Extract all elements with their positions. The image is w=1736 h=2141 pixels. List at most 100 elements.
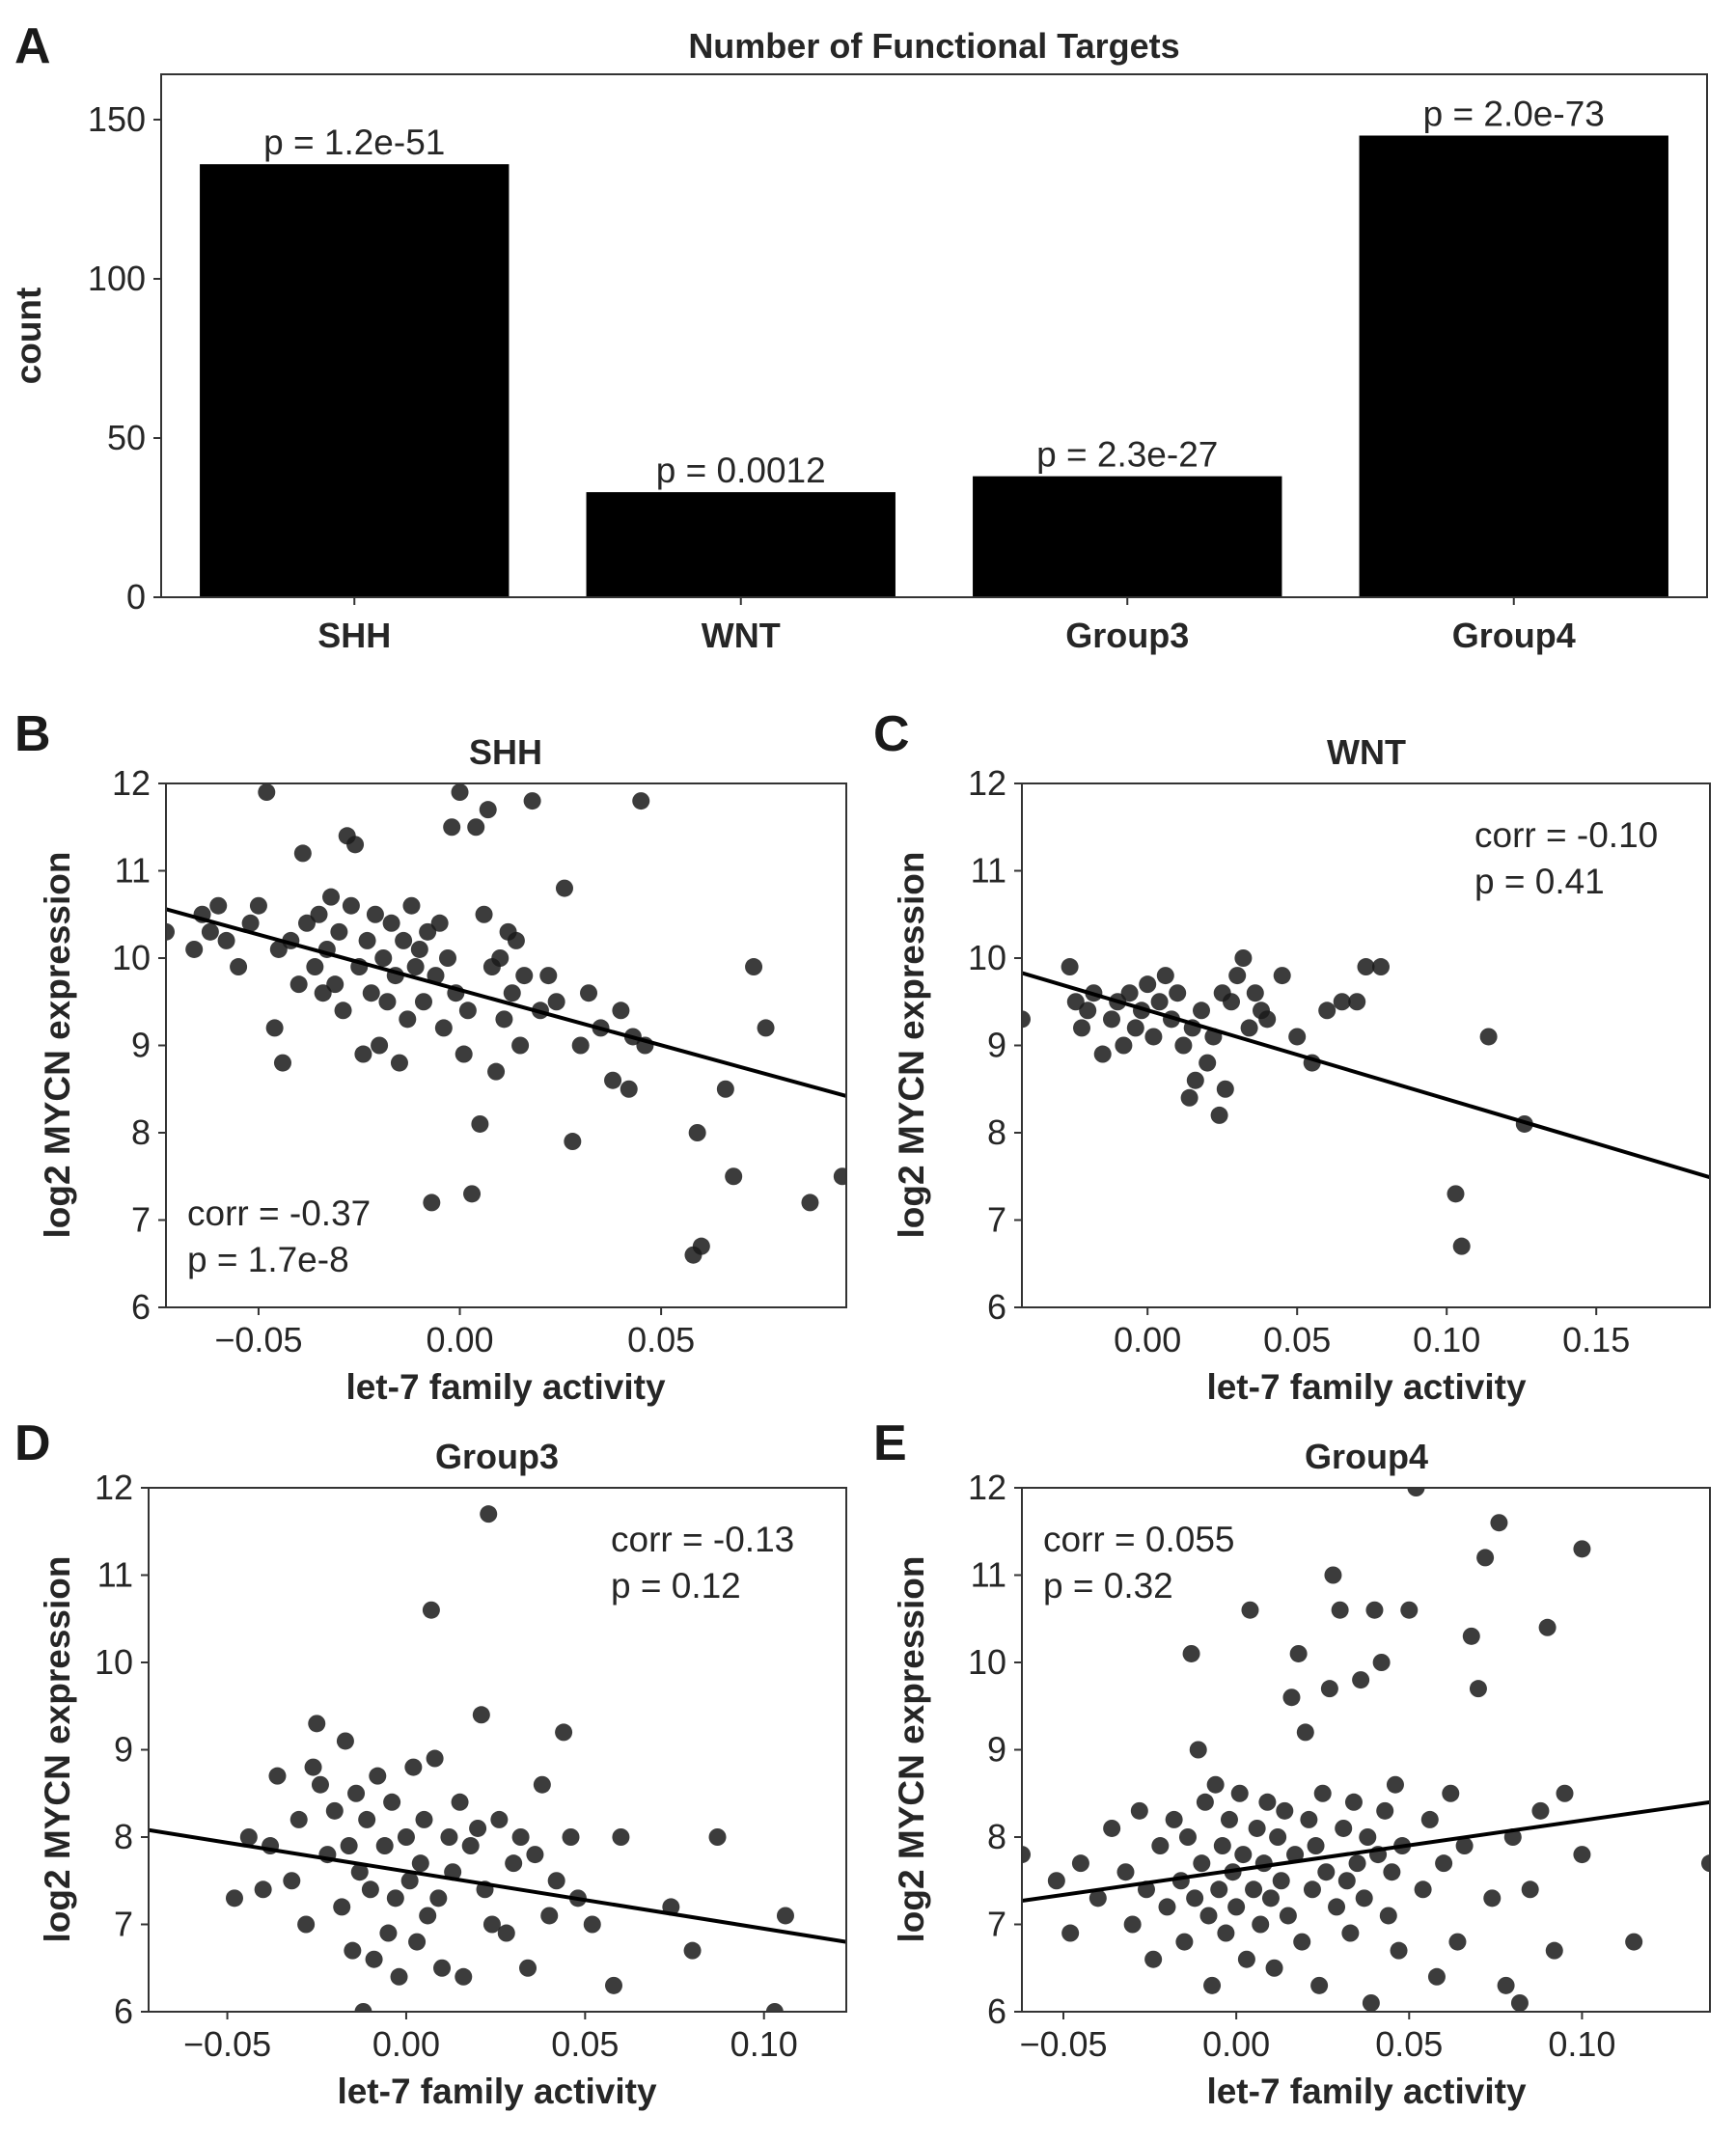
- data-point: [1348, 993, 1366, 1011]
- data-point: [1383, 1863, 1401, 1881]
- x-tick-label: 0.05: [1375, 2024, 1443, 2064]
- data-point: [1120, 984, 1139, 1002]
- data-point: [423, 1194, 441, 1212]
- data-point: [1372, 1654, 1391, 1671]
- panel-letter: E: [873, 1415, 907, 1471]
- data-point: [620, 1080, 638, 1098]
- panel-e: E Group4 log2 MYCN expression let-7 family …: [873, 1415, 1711, 2111]
- data-point: [533, 1775, 551, 1794]
- y-tick-label: 8: [131, 1112, 151, 1152]
- data-point: [217, 931, 235, 949]
- data-point: [1186, 1889, 1204, 1908]
- data-point: [382, 914, 400, 932]
- x-tick-label: 0.10: [730, 2024, 798, 2064]
- data-point: [1144, 1028, 1163, 1046]
- y-axis-label: log2 MYCN expression: [892, 1556, 931, 1943]
- data-point: [1479, 1028, 1498, 1046]
- data-point: [1359, 1828, 1377, 1846]
- data-point: [239, 1828, 258, 1846]
- chart-title: Number of Functional Targets: [688, 26, 1179, 66]
- data-point: [361, 1880, 379, 1899]
- data-point: [386, 1889, 404, 1908]
- x-tick-label: −0.05: [214, 1320, 302, 1359]
- data-point: [555, 1723, 573, 1742]
- y-tick-label: 6: [987, 1991, 1006, 2031]
- data-point: [342, 896, 360, 915]
- data-point: [166, 922, 175, 941]
- data-point: [362, 984, 380, 1002]
- data-point: [1217, 1924, 1235, 1942]
- data-point: [1115, 1036, 1133, 1055]
- x-tick-label: 0.00: [1114, 1320, 1181, 1359]
- data-point: [293, 844, 312, 863]
- data-point: [1227, 1898, 1246, 1916]
- data-point: [419, 1907, 437, 1925]
- data-point: [241, 914, 260, 932]
- data-point: [269, 940, 288, 958]
- data-point: [1447, 1185, 1465, 1203]
- data-point: [1286, 1846, 1305, 1864]
- plot-frame: [1021, 782, 1711, 1308]
- x-tick-label: 0.15: [1562, 1320, 1630, 1359]
- data-point: [688, 1124, 706, 1141]
- data-point: [314, 984, 332, 1002]
- data-point: [322, 888, 341, 906]
- data-point: [426, 1749, 444, 1768]
- chart-title: Group4: [1305, 1437, 1428, 1476]
- y-tick-label: 11: [971, 851, 1006, 891]
- data-point: [455, 1967, 473, 1986]
- data-point: [463, 1185, 482, 1203]
- data-point: [1210, 1106, 1228, 1124]
- panel-a: A Number of Functional Targets count p = 1.…: [9, 18, 1708, 655]
- plot-frame: [148, 1487, 847, 2013]
- data-point: [458, 1002, 477, 1020]
- data-point: [1320, 1680, 1338, 1698]
- regression-line: [149, 1827, 846, 1944]
- data-point: [1196, 1793, 1214, 1811]
- x-tick-label: Group3: [1065, 616, 1189, 655]
- data-point: [1333, 993, 1351, 1011]
- x-tick-label: WNT: [702, 616, 781, 655]
- data-point: [461, 1837, 480, 1855]
- panel-b: B SHH log2 MYCN expression let-7 family act…: [14, 706, 847, 1407]
- data-point: [1365, 1601, 1384, 1619]
- data-point: [1272, 1872, 1290, 1890]
- data-point: [298, 914, 317, 932]
- data-point: [519, 1959, 537, 1977]
- data-point: [308, 1715, 326, 1733]
- data-point: [258, 783, 276, 802]
- bar-group4: [1359, 135, 1668, 597]
- data-point: [1174, 1036, 1193, 1055]
- y-axis-label: log2 MYCN expression: [38, 852, 77, 1239]
- data-point: [1248, 1819, 1266, 1837]
- data-point: [716, 1080, 734, 1098]
- data-point: [491, 949, 510, 967]
- panel-letter: D: [14, 1415, 51, 1471]
- data-point: [1175, 1933, 1194, 1951]
- data-point: [692, 1237, 710, 1255]
- y-tick-label: 7: [987, 1905, 1006, 1944]
- data-point: [1234, 949, 1253, 967]
- data-point: [523, 792, 541, 810]
- data-point: [1448, 1933, 1467, 1951]
- data-point: [422, 1601, 440, 1619]
- y-axis-label: log2 MYCN expression: [892, 852, 931, 1239]
- data-point: [371, 1036, 389, 1055]
- data-point: [374, 949, 393, 967]
- data-point: [1213, 1837, 1231, 1855]
- data-point: [1220, 1810, 1238, 1828]
- data-point: [1130, 1801, 1148, 1820]
- data-point: [1307, 1837, 1325, 1855]
- data-point: [482, 1915, 501, 1934]
- data-point: [472, 1706, 490, 1724]
- y-tick-label: 10: [968, 1642, 1006, 1682]
- data-point: [1335, 1819, 1353, 1837]
- data-point: [1462, 1627, 1480, 1645]
- data-point: [254, 1880, 272, 1899]
- data-point: [1210, 1880, 1228, 1899]
- data-point: [1341, 1924, 1360, 1942]
- plot-area: [149, 1505, 846, 2012]
- stats-annotation: p = 0.32: [1043, 1566, 1173, 1606]
- data-point: [683, 1941, 702, 1960]
